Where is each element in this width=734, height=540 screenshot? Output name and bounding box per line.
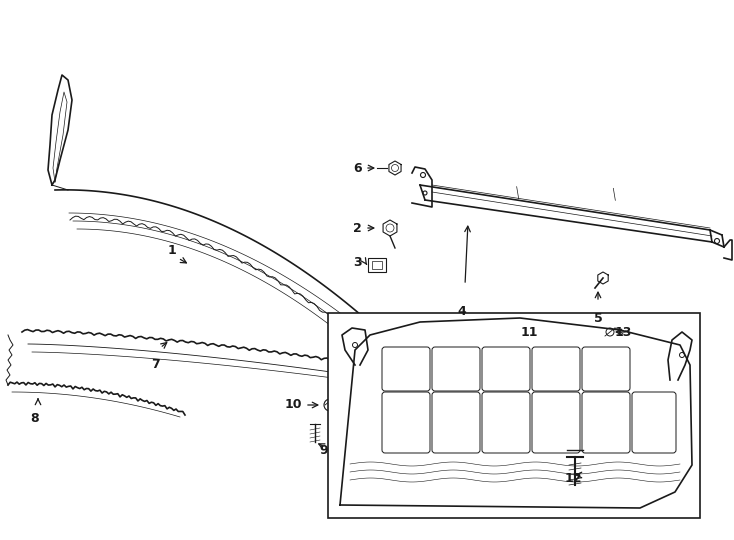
FancyBboxPatch shape [632,392,676,453]
Text: 2: 2 [353,221,362,234]
FancyBboxPatch shape [382,392,430,453]
FancyBboxPatch shape [532,347,580,391]
Text: 5: 5 [594,312,603,325]
Text: 4: 4 [457,305,466,318]
Bar [372,261,382,269]
Text: 12: 12 [564,471,582,484]
FancyBboxPatch shape [482,392,530,453]
FancyBboxPatch shape [582,392,630,453]
Text: 13: 13 [614,326,632,339]
FancyBboxPatch shape [532,392,580,453]
Text: 10: 10 [285,399,302,411]
Text: 7: 7 [150,358,159,371]
FancyBboxPatch shape [482,347,530,391]
Text: 6: 6 [353,161,362,174]
FancyBboxPatch shape [432,347,480,391]
Bar [368,258,386,272]
Text: 9: 9 [319,443,328,456]
FancyBboxPatch shape [582,347,630,391]
FancyBboxPatch shape [432,392,480,453]
Polygon shape [340,318,692,508]
Text: 11: 11 [520,326,538,339]
FancyBboxPatch shape [382,347,430,391]
Text: 1: 1 [167,244,176,256]
FancyBboxPatch shape [328,313,700,518]
Text: 3: 3 [353,255,362,268]
Text: 8: 8 [31,412,40,425]
